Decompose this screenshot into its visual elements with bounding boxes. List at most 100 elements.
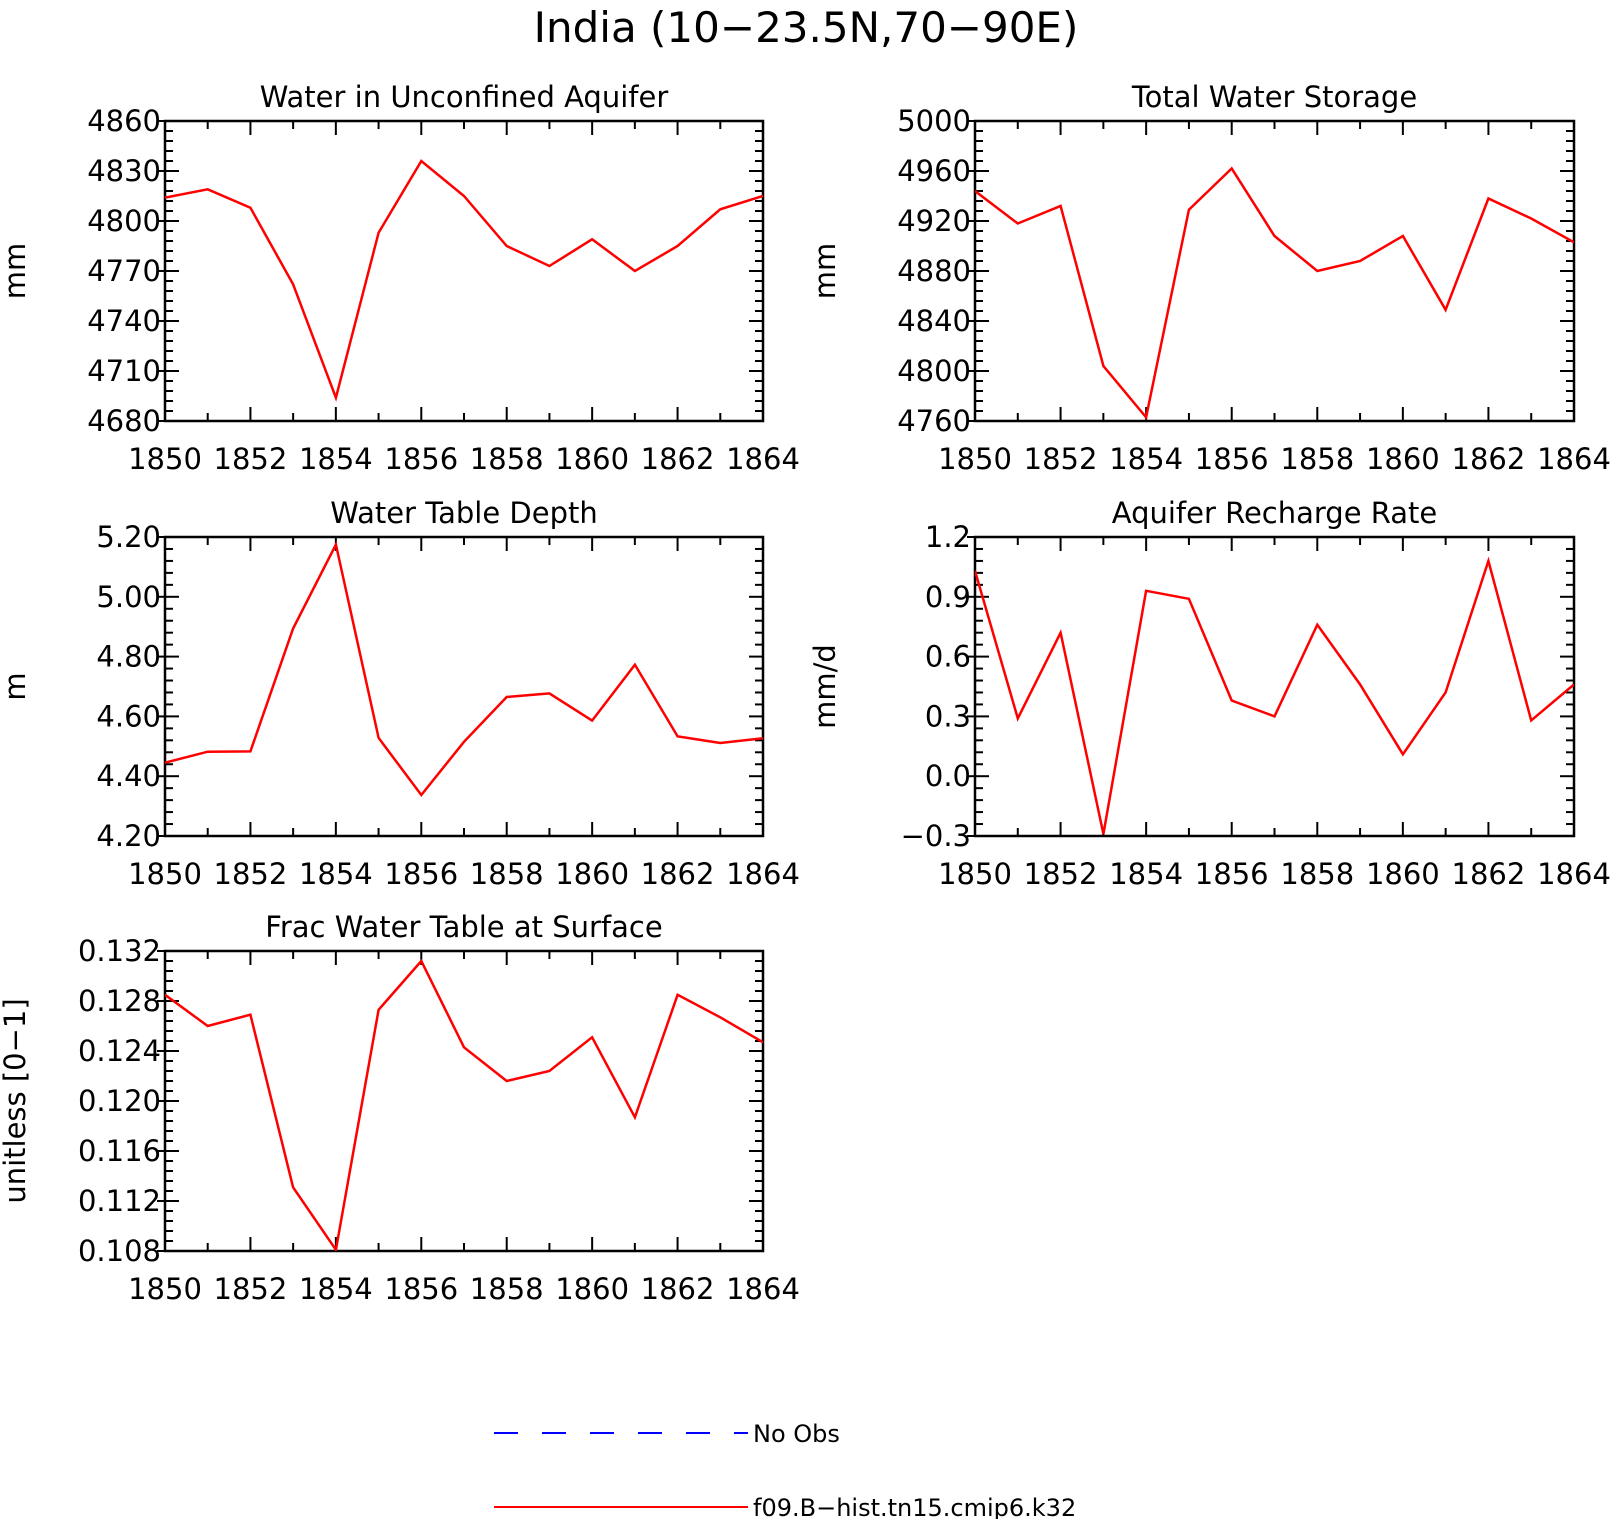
panel-2: 5000 4960 4920 4880 4840 4800 4760 1850 1852 1854… — [808, 80, 1611, 476]
figure-title: India (10−23.5N,70−90E) — [534, 3, 1079, 52]
x-tick-label: 1864 — [1537, 442, 1611, 476]
y-tick-label: 0.116 — [78, 1134, 161, 1168]
legend: No Obs f09.B−hist.tn15.cmip6.k32 — [494, 1420, 1076, 1519]
y-tick-label: 0.6 — [925, 640, 971, 674]
y-tick-label: 4710 — [87, 354, 161, 388]
plot-frame — [163, 949, 765, 1253]
x-tick-label: 1858 — [470, 857, 544, 891]
series-line-1 — [165, 159, 763, 402]
y-axis-label: mm — [0, 243, 32, 300]
x-tick-label: 1850 — [938, 442, 1012, 476]
y-tick-label: 0.9 — [925, 580, 971, 614]
y-tick-label: 0.132 — [78, 934, 161, 968]
panel-title: Water in Unconfined Aquifer — [260, 80, 669, 114]
panel-4: 1.2 0.9 0.6 0.3 0.0 −0.3 1850 1852 1854 1856 1858 1… — [808, 496, 1611, 891]
y-tick-label: 0.128 — [78, 984, 161, 1018]
y-tick-label: 1.2 — [925, 520, 971, 554]
y-tick-label: 4740 — [87, 304, 161, 338]
panel-title: Frac Water Table at Surface — [265, 910, 662, 944]
y-tick-label: 4800 — [897, 354, 971, 388]
y-tick-label: 0.108 — [78, 1234, 161, 1268]
x-tick-label: 1864 — [1537, 857, 1611, 891]
x-tick-label: 1850 — [938, 857, 1012, 891]
tick-marks — [967, 536, 1575, 837]
series-line-1 — [165, 958, 763, 1251]
x-tick-label: 1860 — [555, 442, 629, 476]
y-tick-label: 4.20 — [96, 819, 161, 853]
legend-item: f09.B−hist.tn15.cmip6.k32 — [494, 1494, 1076, 1519]
y-tick-label: 4830 — [87, 154, 161, 188]
x-tick-label: 1864 — [726, 442, 800, 476]
x-tick-label: 1864 — [726, 1272, 800, 1306]
y-tick-label: 4.40 — [96, 759, 161, 793]
tick-marks — [157, 536, 764, 837]
x-tick-label: 1862 — [641, 857, 715, 891]
x-tick-label: 1856 — [1195, 442, 1269, 476]
x-tick-label: 1862 — [1452, 442, 1526, 476]
legend-label: No Obs — [753, 1420, 840, 1448]
series-line-1 — [975, 166, 1574, 421]
y-tick-label: 4960 — [897, 154, 971, 188]
x-tick-label: 1850 — [128, 857, 202, 891]
x-tick-label: 1850 — [128, 1272, 202, 1306]
x-tick-label: 1852 — [1024, 857, 1098, 891]
x-tick-label: 1852 — [214, 442, 288, 476]
plot-frame — [973, 119, 1576, 423]
plot-frame — [163, 119, 765, 423]
y-tick-label: 0.124 — [78, 1034, 161, 1068]
panel-5: 0.132 0.128 0.124 0.120 0.116 0.112 0.108 1850 1… — [0, 910, 800, 1306]
x-tick-label: 1856 — [1195, 857, 1269, 891]
y-tick-label: 4860 — [87, 104, 161, 138]
x-tick-label: 1854 — [299, 442, 373, 476]
y-tick-label: 4880 — [897, 254, 971, 288]
x-tick-label: 1860 — [555, 857, 629, 891]
tick-marks — [967, 120, 1575, 422]
x-tick-label: 1862 — [1452, 857, 1526, 891]
x-tick-label: 1862 — [641, 1272, 715, 1306]
y-tick-label: −0.3 — [901, 819, 971, 853]
x-tick-label: 1860 — [555, 1272, 629, 1306]
x-tick-label: 1862 — [641, 442, 715, 476]
y-tick-label: 0.0 — [925, 759, 971, 793]
y-tick-label: 0.112 — [78, 1184, 161, 1218]
plot-frame — [973, 535, 1576, 838]
tick-marks — [157, 120, 764, 422]
y-tick-label: 0.120 — [78, 1084, 161, 1118]
legend-label: f09.B−hist.tn15.cmip6.k32 — [753, 1494, 1076, 1519]
y-axis-label: m — [0, 672, 32, 700]
x-tick-label: 1852 — [1024, 442, 1098, 476]
x-tick-label: 1852 — [214, 1272, 288, 1306]
panel-title: Total Water Storage — [1131, 80, 1417, 114]
y-tick-label: 4840 — [897, 304, 971, 338]
x-tick-label: 1858 — [470, 442, 544, 476]
x-tick-label: 1854 — [299, 1272, 373, 1306]
panel-1: 4860 4830 4800 4770 4740 4710 4680 1850 1852 1854… — [0, 80, 800, 476]
y-axis-label: mm — [808, 243, 842, 300]
panel-title: Aquifer Recharge Rate — [1112, 496, 1438, 530]
y-tick-label: 5.20 — [96, 520, 161, 554]
x-tick-label: 1852 — [214, 857, 288, 891]
plot-frame — [163, 535, 765, 838]
x-tick-label: 1858 — [1280, 857, 1354, 891]
x-tick-label: 1864 — [726, 857, 800, 891]
x-tick-label: 1858 — [1280, 442, 1354, 476]
tick-marks — [157, 950, 764, 1252]
legend-item: No Obs — [494, 1420, 840, 1448]
x-tick-label: 1854 — [1109, 857, 1183, 891]
y-tick-label: 4.80 — [96, 640, 161, 674]
panels: 4860 4830 4800 4770 4740 4710 4680 1850 1852 1854… — [0, 80, 1611, 1306]
x-tick-label: 1860 — [1366, 442, 1440, 476]
panel-title: Water Table Depth — [330, 496, 598, 530]
panel-3: 5.20 5.00 4.80 4.60 4.40 4.20 1850 1852 1854 1856… — [0, 496, 800, 891]
x-tick-label: 1856 — [384, 1272, 458, 1306]
x-tick-label: 1850 — [128, 442, 202, 476]
y-tick-label: 5.00 — [96, 580, 161, 614]
y-tick-label: 4920 — [897, 204, 971, 238]
y-tick-label: 0.3 — [925, 699, 971, 733]
y-tick-label: 4680 — [87, 404, 161, 438]
x-tick-label: 1854 — [1109, 442, 1183, 476]
y-tick-label: 4760 — [897, 404, 971, 438]
y-tick-label: 5000 — [897, 104, 971, 138]
x-tick-label: 1854 — [299, 857, 373, 891]
